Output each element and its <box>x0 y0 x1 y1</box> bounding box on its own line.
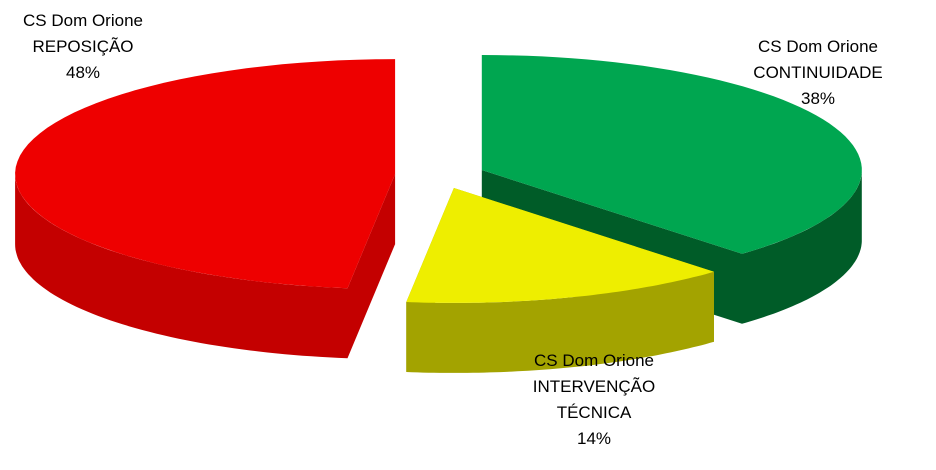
category-label: CS Dom Orione REPOSIÇÃO <box>23 11 143 56</box>
slice-side <box>742 170 862 324</box>
slice-side <box>406 271 714 373</box>
value-label: 48% <box>65 63 101 82</box>
slice <box>15 59 396 289</box>
value-label: 38% <box>800 89 836 108</box>
slice <box>406 188 714 303</box>
category-label: CS Dom Orione INTERVENÇÃO TÉCNICA <box>532 351 656 422</box>
slice-side <box>15 174 348 359</box>
slice-label: CS Dom Orione REPOSIÇÃO 48% <box>13 8 153 86</box>
category-label: CS Dom Orione CONTINUIDADE <box>753 37 883 82</box>
slice-label: CS Dom Orione CONTINUIDADE 38% <box>743 34 893 112</box>
slice <box>481 55 862 254</box>
value-label: 14% <box>576 429 612 448</box>
slice-label: CS Dom Orione INTERVENÇÃO TÉCNICA 14% <box>529 348 659 452</box>
slice-wall <box>347 174 396 359</box>
